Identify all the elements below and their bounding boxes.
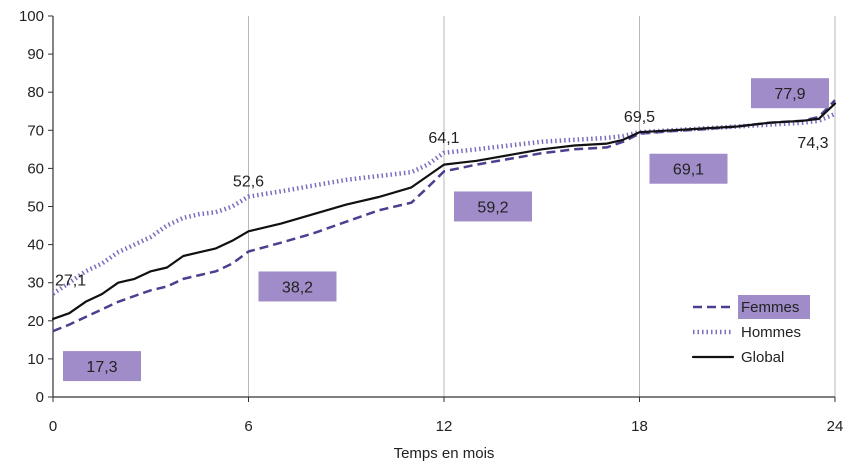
y-tick-label: 60 <box>27 160 44 177</box>
data-label: 77,9 <box>774 86 805 103</box>
data-label: 38,2 <box>282 279 313 296</box>
x-tick-label: 6 <box>244 418 252 435</box>
y-tick-label: 20 <box>27 313 44 330</box>
x-tick-label: 0 <box>49 418 57 435</box>
grid-layer <box>248 16 836 397</box>
data-label: 17,3 <box>86 359 117 376</box>
y-tick-label: 40 <box>27 237 44 254</box>
x-tick-label: 24 <box>827 418 844 435</box>
y-tick-label: 50 <box>27 199 44 216</box>
x-tick-label: 18 <box>631 418 648 435</box>
y-tick-label: 30 <box>27 275 44 292</box>
legend-label-box <box>738 295 810 319</box>
legend-label-global: Global <box>741 349 784 366</box>
legend-label-femmes: Femmes <box>741 299 799 316</box>
data-label: 74,3 <box>797 135 828 152</box>
series-line-hommes <box>51 111 836 296</box>
y-tick-label: 10 <box>27 351 44 368</box>
axes-layer: 0 10 20 30 40 50 60 70 80 90 100 0 6 12 18 24 <box>19 8 843 435</box>
data-label-box <box>751 78 829 109</box>
data-label: 69,5 <box>624 109 655 126</box>
y-tick-label: 80 <box>27 84 44 101</box>
data-label: 69,1 <box>673 162 704 179</box>
series-layer <box>51 99 837 333</box>
y-tick-label: 90 <box>27 46 44 63</box>
x-tick-label: 12 <box>436 418 453 435</box>
data-label-box <box>63 351 141 382</box>
data-label: 52,6 <box>233 174 264 191</box>
data-label-box <box>258 271 337 302</box>
data-label-box <box>454 191 532 222</box>
legend-label-hommes: Hommes <box>741 324 801 341</box>
legend: Femmes Hommes Global <box>691 295 810 366</box>
y-tick-label: 70 <box>27 122 44 139</box>
data-label: 27,1 <box>55 273 86 290</box>
x-axis-title: Temps en mois <box>394 445 495 462</box>
data-label-box <box>649 153 728 184</box>
y-tick-label: 0 <box>36 389 44 406</box>
y-tick-label: 100 <box>19 8 44 25</box>
data-label: 59,2 <box>477 199 508 216</box>
series-line-global <box>51 102 837 320</box>
annotation-layer: 27,1 52,6 64,1 69,5 74,3 17,3 38,2 59,2 69,1 77,9 <box>55 78 829 382</box>
data-label: 64,1 <box>428 130 459 147</box>
